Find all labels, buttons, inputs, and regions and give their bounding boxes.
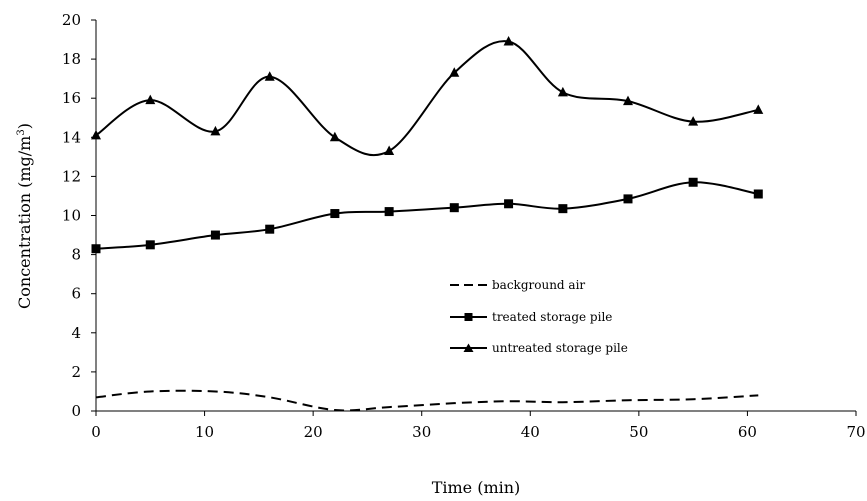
data-point-untreated-storage-pile (623, 95, 633, 106)
legend-marker-treated-storage-pile (464, 313, 473, 321)
y-tick-label: 14 (62, 128, 81, 146)
series-line-untreated-storage-pile (95, 40, 759, 157)
y-tick-label: 12 (62, 167, 81, 185)
data-point-untreated-storage-pile (145, 94, 156, 105)
data-point-untreated-storage-pile (753, 104, 764, 114)
y-tick-label: 8 (71, 246, 81, 264)
data-point-untreated-storage-pile (91, 129, 101, 140)
data-point-treated-storage-pile (330, 209, 340, 219)
x-tick-label: 20 (304, 423, 323, 441)
data-point-treated-storage-pile (210, 230, 220, 240)
y-axis-title-close: ) (15, 123, 34, 129)
data-point-treated-storage-pile (688, 177, 698, 187)
series-line-background-air (95, 389, 759, 412)
y-tick-label: 4 (71, 324, 81, 342)
x-tick-label: 70 (846, 423, 865, 441)
x-tick-label: 40 (521, 423, 540, 441)
y-axis-title: Concentration (mg/m3) (15, 123, 34, 309)
legend: background air treated storage pile untr… (450, 278, 628, 355)
y-tick-label: 0 (71, 402, 81, 420)
data-point-untreated-storage-pile (329, 131, 340, 142)
data-point-treated-storage-pile (753, 189, 763, 199)
data-point-treated-storage-pile (265, 224, 275, 234)
legend-marker-untreated-storage-pile (463, 343, 474, 352)
y-tick-label: 20 (62, 11, 81, 29)
x-ticks: 0 10 20 30 40 50 60 70 (91, 411, 866, 441)
data-point-untreated-storage-pile (557, 86, 568, 97)
x-tick-label: 10 (195, 423, 214, 441)
y-tick-label: 16 (62, 89, 81, 107)
data-point-treated-storage-pile (623, 194, 633, 204)
y-tick-label: 6 (71, 285, 81, 303)
x-tick-label: 30 (412, 423, 431, 441)
x-tick-label: 60 (738, 423, 757, 441)
data-point-untreated-storage-pile (384, 145, 395, 155)
data-point-untreated-storage-pile (210, 125, 221, 136)
y-axis-title-superscript: 3 (16, 129, 27, 135)
legend-item-background-air: background air (450, 278, 585, 292)
legend-label-treated-storage-pile: treated storage pile (492, 310, 612, 324)
data-point-treated-storage-pile (504, 199, 514, 209)
data-point-untreated-storage-pile (503, 36, 514, 46)
x-tick-label: 0 (91, 423, 101, 441)
data-point-treated-storage-pile (449, 203, 459, 213)
y-axis-title-main: Concentration (mg/m (15, 136, 34, 309)
legend-item-treated-storage-pile: treated storage pile (450, 310, 612, 324)
legend-label-untreated-storage-pile: untreated storage pile (492, 341, 628, 355)
x-axis-title: Time (min) (432, 478, 521, 497)
axes (95, 20, 856, 412)
data-point-treated-storage-pile (384, 207, 394, 217)
y-ticks: 0 2 4 6 8 10 12 14 16 18 20 (62, 11, 96, 420)
y-tick-label: 10 (62, 207, 81, 225)
data-point-treated-storage-pile (91, 244, 101, 254)
data-point-untreated-storage-pile (264, 71, 275, 81)
data-point-treated-storage-pile (558, 204, 568, 214)
legend-label-background-air: background air (492, 278, 585, 292)
series-line-treated-storage-pile (95, 181, 759, 250)
x-tick-label: 50 (629, 423, 648, 441)
legend-item-untreated-storage-pile: untreated storage pile (450, 341, 628, 355)
data-point-untreated-storage-pile (688, 116, 699, 126)
data-point-untreated-storage-pile (449, 67, 460, 77)
data-point-treated-storage-pile (145, 240, 155, 250)
y-tick-label: 18 (62, 50, 81, 68)
y-tick-label: 2 (71, 363, 81, 381)
series-layer (91, 36, 764, 412)
